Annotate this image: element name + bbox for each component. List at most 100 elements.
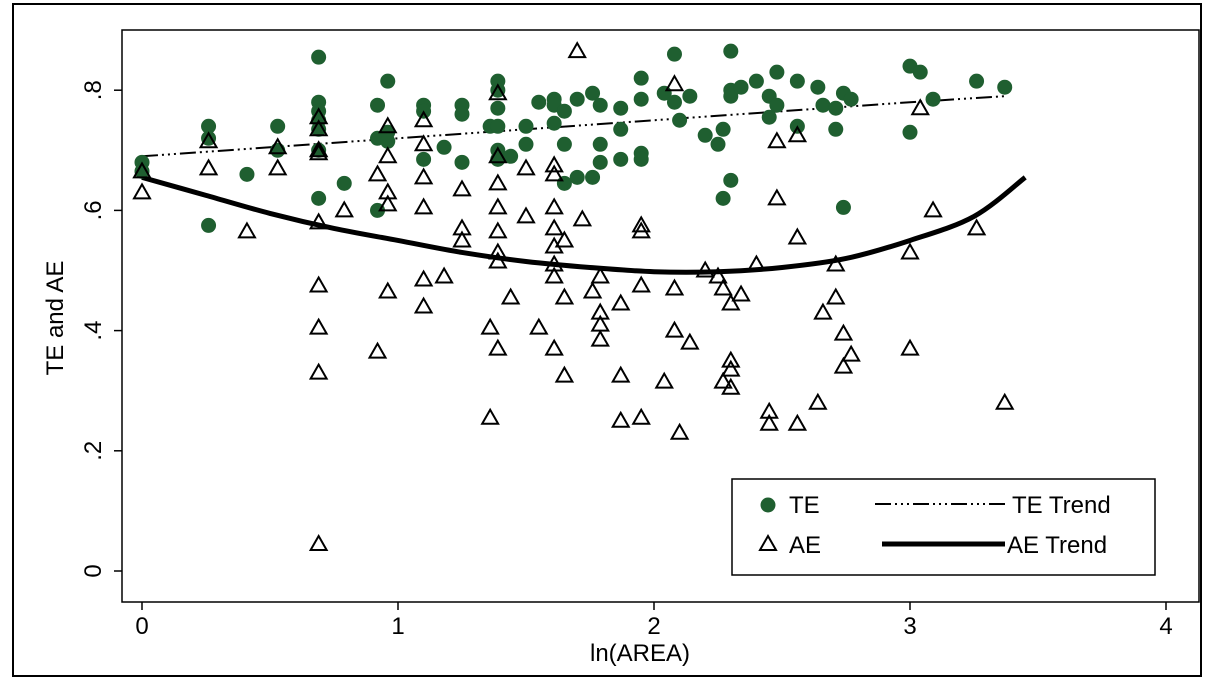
legend-ae-trend-label: AE Trend — [1007, 532, 1107, 559]
ae-point — [378, 194, 398, 212]
ae-point — [567, 41, 587, 59]
y-tick-label: .8 — [80, 80, 107, 100]
y-tick-label: .2 — [80, 441, 107, 461]
ae-point — [378, 116, 398, 134]
te-point — [789, 73, 805, 89]
te-point — [912, 64, 928, 80]
ae-point — [664, 320, 685, 338]
te-point — [761, 109, 777, 125]
ae-point — [631, 221, 651, 239]
x-tick-label: 3 — [903, 613, 916, 640]
te-point — [723, 172, 739, 188]
ae-point — [610, 410, 631, 428]
te-point — [666, 94, 682, 110]
te-point — [710, 136, 726, 152]
ae-point — [480, 407, 500, 425]
ae-point — [308, 362, 329, 380]
te-point — [835, 199, 851, 215]
ae-point — [480, 317, 500, 335]
te-point — [454, 106, 470, 122]
ae-point — [413, 110, 434, 128]
te-point — [311, 190, 327, 206]
te-point — [902, 124, 918, 140]
te-point — [843, 91, 859, 107]
ae-point — [923, 200, 943, 218]
ae-point — [590, 266, 610, 284]
te-point — [201, 118, 217, 134]
ae-point — [367, 164, 388, 182]
ae-point — [516, 158, 536, 176]
ae-point — [308, 317, 329, 335]
ae-point — [680, 332, 700, 350]
te-point — [613, 151, 629, 167]
te-point — [769, 64, 785, 80]
ae-point — [731, 284, 751, 302]
te-point — [723, 88, 739, 104]
ae-point — [767, 131, 787, 149]
ae-point — [631, 215, 651, 233]
ae-point — [721, 350, 741, 368]
te-point — [748, 73, 764, 89]
ae-point — [900, 242, 920, 260]
ae-point — [267, 137, 288, 155]
te-trend-line — [141, 95, 1005, 158]
ae-point — [554, 230, 575, 248]
ae-point — [554, 365, 575, 383]
y-tick-label: .4 — [80, 321, 107, 341]
ae-points — [132, 41, 1015, 551]
ae-point — [787, 227, 808, 245]
te-point — [556, 136, 572, 152]
te-point — [518, 136, 534, 152]
ae-point — [787, 413, 808, 431]
ae-point — [610, 293, 631, 311]
te-point — [585, 85, 601, 101]
te-point — [592, 136, 608, 152]
ae-point — [413, 296, 434, 314]
te-point — [828, 100, 844, 116]
te-point — [815, 97, 831, 113]
ae-point — [132, 182, 152, 200]
ae-point — [267, 158, 288, 176]
ae-trend-line — [141, 174, 1027, 275]
te-point — [569, 169, 585, 185]
te-point — [416, 151, 432, 167]
te-point — [454, 154, 470, 170]
te-point — [201, 130, 217, 146]
te-point — [336, 175, 352, 191]
te-point — [828, 121, 844, 137]
x-tick-label: 4 — [1159, 613, 1172, 640]
te-point — [633, 70, 649, 86]
ae-point — [544, 338, 564, 356]
ae-point — [516, 206, 536, 224]
ae-point — [378, 146, 398, 164]
te-point — [380, 133, 396, 149]
te-point — [769, 97, 785, 113]
ae-point — [664, 74, 685, 92]
te-point — [592, 154, 608, 170]
ae-point — [610, 365, 631, 383]
ae-point — [631, 407, 651, 425]
ae-point — [544, 218, 564, 236]
x-tick-label: 1 — [391, 613, 404, 640]
ae-point — [900, 338, 920, 356]
te-point — [666, 46, 682, 62]
te-point — [633, 151, 649, 167]
ae-point — [544, 266, 564, 284]
legend: TE TE Trend AE AE Trend — [731, 478, 1156, 576]
ae-point — [826, 254, 846, 272]
ae-point — [544, 197, 564, 215]
x-tick-label: 2 — [647, 613, 660, 640]
ae-point — [308, 212, 329, 230]
te-point — [201, 217, 217, 233]
ae-point — [529, 317, 549, 335]
ae-point — [308, 275, 329, 293]
te-point — [997, 79, 1013, 95]
x-axis-label: ln(AREA) — [590, 640, 690, 667]
y-axis: 0 .2 .4 .6 .8 — [80, 80, 122, 578]
ae-point — [910, 98, 930, 116]
te-point — [556, 103, 572, 119]
te-point — [682, 88, 698, 104]
ae-point — [721, 359, 741, 377]
ae-point — [713, 371, 733, 389]
